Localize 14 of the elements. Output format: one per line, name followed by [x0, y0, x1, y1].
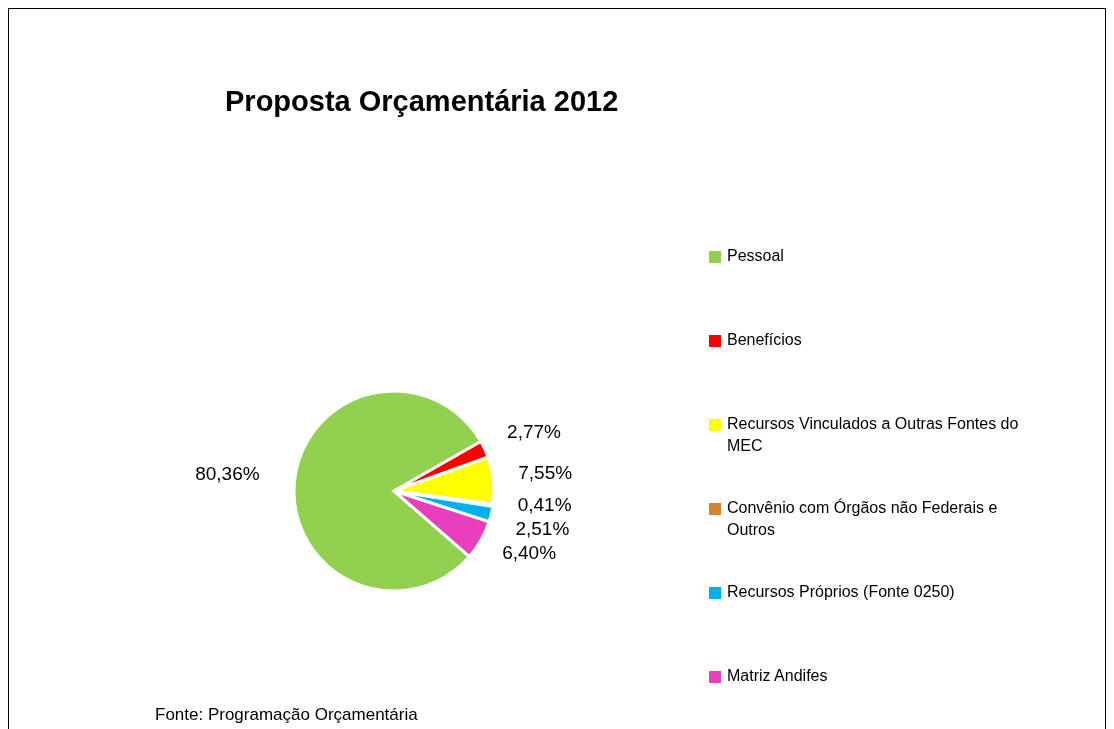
- data-label: 2,51%: [515, 518, 570, 540]
- data-label: 0,41%: [517, 494, 572, 516]
- legend-label: Recursos Próprios (Fonte 0250): [727, 582, 955, 602]
- legend-label: Convênio com Órgãos não Federais e Outros: [727, 497, 999, 540]
- data-label: 7,55%: [518, 461, 573, 483]
- data-label: 2,77%: [507, 421, 562, 443]
- data-label: 80,36%: [195, 462, 260, 484]
- legend-label: Matriz Andifes: [727, 666, 828, 686]
- data-label: 6,40%: [502, 542, 557, 564]
- legend-label: Recursos Vinculados a Outras Fontes do MEC: [727, 414, 1020, 456]
- legend-label: Benefícios: [727, 330, 802, 350]
- source-note: Fonte: Programação Orçamentária: [155, 705, 418, 725]
- legend-label: Pessoal: [727, 246, 784, 266]
- chart-title: Proposta Orçamentária 2012: [225, 85, 619, 118]
